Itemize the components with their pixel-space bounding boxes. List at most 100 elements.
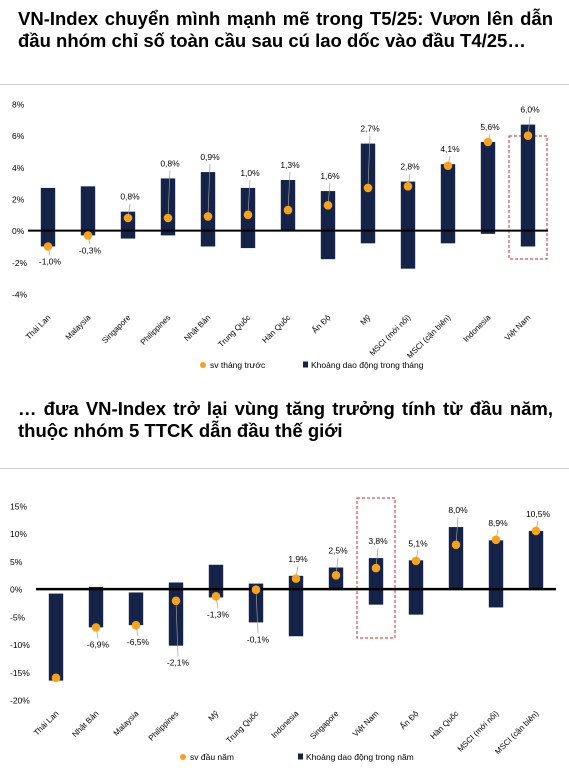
- chart2-point: [331, 570, 341, 580]
- chart2-ytick-label: 15%: [10, 502, 27, 512]
- chart2-range-bar: [528, 530, 544, 590]
- chart1-label-leader: [207, 164, 211, 217]
- chart2-range-bar: [48, 593, 64, 681]
- chart2-point: [491, 535, 501, 545]
- chart1-ytick-label: 6%: [12, 131, 25, 141]
- chart1-data-label: 2,7%: [360, 124, 380, 134]
- chart2-range-bar: [288, 575, 304, 637]
- chart1-ytick-label: -4%: [12, 290, 28, 300]
- chart2-data-label: 3,8%: [368, 536, 388, 546]
- chart1-point: [403, 182, 413, 191]
- chart2-point: [371, 563, 381, 573]
- chart1-ytick-label: 2%: [12, 195, 25, 205]
- chart2-point: [451, 540, 461, 550]
- chart2-highlight-box: [356, 497, 396, 639]
- chart2-ytick-label: 0%: [10, 585, 23, 595]
- chart1-range-bar: [520, 124, 536, 247]
- chart2-category-label: Nhật Bản: [70, 709, 100, 739]
- chart2-data-label: 2,5%: [328, 546, 348, 556]
- chart1-point: [243, 210, 253, 220]
- chart1-data-label: 1,6%: [320, 171, 340, 181]
- chart1-legend-dot-icon: [200, 362, 206, 368]
- chart1-category-label: Malaysia: [64, 313, 93, 342]
- chart1-point: [163, 213, 173, 223]
- chart2-point: [91, 623, 101, 632]
- chart2-point: [531, 526, 541, 536]
- chart2-legend-range-label: Khoảng dao động trong năm: [306, 752, 414, 762]
- chart1-data-label: 2,8%: [400, 162, 420, 172]
- chart2-range-bar: [488, 540, 504, 608]
- chart1-point: [283, 205, 293, 215]
- chart1-point: [363, 183, 373, 193]
- chart2-category-label: Trung Quốc: [224, 709, 260, 745]
- chart1-point: [83, 231, 93, 240]
- chart1-data-label: 0,8%: [160, 158, 180, 168]
- chart1-category-label: Ấn Độ: [310, 312, 333, 335]
- chart1-ytick-label: 0%: [12, 226, 25, 236]
- chart2-point: [171, 596, 181, 606]
- chart1-legend-points-label: sv tháng trước: [210, 360, 266, 370]
- chart1-point: [443, 161, 453, 171]
- chart1-legend-range-label: Khoảng dao động trong tháng: [311, 360, 424, 370]
- chart2-legend-bar-icon: [298, 753, 303, 760]
- chart2-category-label: Malaysia: [112, 709, 141, 738]
- chart2-range-bar: [168, 582, 184, 646]
- chart2-category-label: MSCI (cận biên): [493, 709, 540, 756]
- chart1-category-label: Trung Quốc: [216, 313, 252, 349]
- chart2-category-label: Thái Lan: [32, 709, 60, 737]
- chart2-ytick-label: -20%: [10, 696, 30, 706]
- chart1-category-label: Indonesia: [462, 313, 493, 344]
- chart1-ytick-label: -2%: [12, 258, 28, 268]
- chart1-data-label: 5,6%: [480, 122, 500, 132]
- chart2-legend-dot-icon: [180, 754, 186, 760]
- chart2-category-label: Indonesia: [270, 709, 301, 740]
- chart1-data-label: 6,0%: [520, 105, 540, 115]
- chart2-legend-points-label: sv đầu năm: [190, 752, 234, 762]
- chart1-range-bar: [440, 164, 456, 244]
- chart1-category-label: Hàn Quốc: [261, 313, 293, 345]
- chart1-data-label: 0,9%: [200, 152, 220, 162]
- chart1-range-bar: [80, 186, 96, 236]
- chart1-ytick-label: 4%: [12, 163, 25, 173]
- chart2-category-label: Philippines: [147, 709, 181, 743]
- chart2-data-label: -2,1%: [167, 658, 190, 668]
- chart2-data-label: 10,5%: [526, 509, 551, 519]
- chart1-data-label: 1,3%: [280, 160, 300, 170]
- chart2-data-label: 5,1%: [408, 538, 428, 548]
- chart1-category-label: Philippines: [139, 313, 173, 347]
- chart1-label-leader: [167, 170, 171, 219]
- chart2-range-bar: [448, 527, 464, 590]
- chart2-ytick-label: 10%: [10, 529, 27, 539]
- divider-bottom: [0, 468, 569, 469]
- chart2-point: [51, 673, 61, 683]
- chart1-label-leader: [247, 179, 251, 215]
- chart2-data-label: -1,3%: [207, 609, 230, 619]
- chart1-range-bar: [320, 191, 336, 260]
- chart2-range-bar: [88, 586, 104, 628]
- chart1-category-label: Singapore: [100, 313, 133, 346]
- chart2-data-label: -0,1%: [247, 634, 270, 644]
- chart1-category-label: Mỹ: [359, 313, 373, 327]
- chart2-ytick-label: -5%: [10, 612, 26, 622]
- chart2-data-label: -6,9%: [87, 639, 110, 649]
- chart1-point: [203, 212, 213, 221]
- chart2-label-leader: [455, 517, 459, 545]
- chart2-point: [411, 556, 421, 566]
- chart1-category-label: Nhật Bản: [182, 313, 212, 343]
- chart1-point: [43, 242, 53, 251]
- chart2-ytick-label: -15%: [10, 668, 30, 678]
- chart2-point: [251, 585, 261, 594]
- chart1-legend-bar-icon: [303, 361, 308, 368]
- chart2-label-leader: [255, 589, 259, 634]
- chart2-range-bar: [128, 592, 144, 626]
- chart1-point: [523, 131, 533, 140]
- chart1-data-label: -1,0%: [39, 257, 62, 267]
- chart-1-heading: VN-Index chuyển mình mạnh mẽ trong T5/25…: [18, 8, 553, 51]
- chart1-data-label: 1,0%: [240, 168, 260, 178]
- chart2-point: [211, 592, 221, 601]
- chart1-ytick-label: 8%: [12, 100, 25, 110]
- chart1-label-leader: [287, 171, 291, 211]
- chart1-range-bar: [480, 142, 496, 234]
- chart1-category-label: MSCI (mới nổi): [368, 313, 413, 358]
- chart1-range-bar: [400, 181, 416, 269]
